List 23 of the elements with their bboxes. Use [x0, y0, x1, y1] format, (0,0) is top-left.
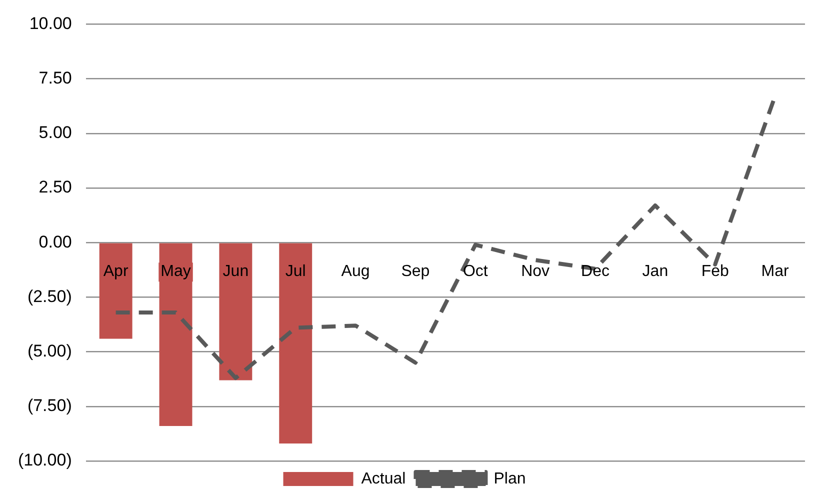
y-tick-label: (2.50) — [27, 286, 72, 306]
y-tick-label: 10.00 — [29, 14, 72, 33]
x-tick-label: Mar — [761, 263, 790, 280]
x-tick-label: Apr — [103, 263, 129, 280]
x-tick-label: Oct — [462, 263, 488, 280]
x-tick-label: Dec — [581, 263, 610, 280]
y-tick-label: 5.00 — [38, 123, 72, 142]
y-tick-label: (5.00) — [27, 341, 72, 360]
y-tick-label: (10.00) — [18, 450, 72, 470]
x-tick-label: Feb — [701, 263, 729, 280]
x-tick-label: Aug — [341, 263, 370, 280]
x-tick-label: May — [160, 263, 191, 280]
y-tick-label: 7.50 — [38, 68, 72, 88]
legend-label: Actual — [361, 470, 406, 488]
y-tick-label: (7.50) — [27, 396, 72, 416]
y-tick-label: 2.50 — [38, 178, 72, 197]
x-tick-label: Jul — [285, 263, 306, 280]
y-tick-label: 0.00 — [38, 232, 72, 252]
legend-label: Plan — [494, 470, 526, 488]
x-tick-label: Nov — [521, 263, 550, 280]
x-tick-label: Jan — [642, 263, 668, 280]
x-tick-label: Jun — [222, 263, 249, 280]
x-tick-label: Sep — [401, 263, 430, 280]
